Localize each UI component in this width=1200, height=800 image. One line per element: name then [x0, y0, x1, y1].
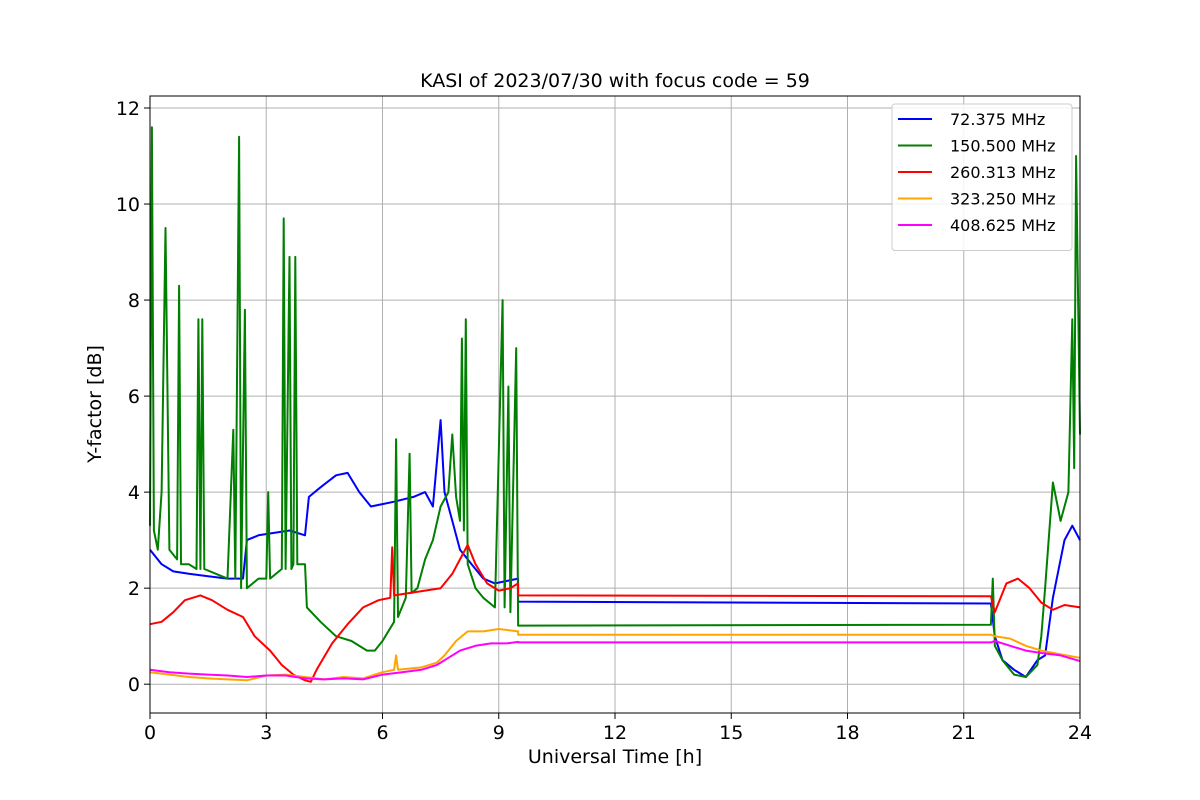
x-tick-label: 15	[719, 722, 743, 744]
x-tick-label: 6	[376, 722, 388, 744]
y-tick-label: 2	[128, 578, 140, 600]
y-tick-label: 8	[128, 290, 140, 312]
y-tick-label: 0	[128, 674, 140, 696]
x-tick-label: 3	[260, 722, 272, 744]
x-tick-label: 18	[835, 722, 859, 744]
x-tick-label: 12	[603, 722, 627, 744]
legend-entry: 408.625 MHz	[950, 216, 1055, 235]
chart-title: KASI of 2023/07/30 with focus code = 59	[420, 70, 810, 92]
y-axis-label: Y-factor [dB]	[84, 345, 106, 464]
x-tick-label: 9	[493, 722, 505, 744]
y-tick-label: 6	[128, 386, 140, 408]
legend: 72.375 MHz 150.500 MHz 260.313 MHz 323.250 …	[891, 103, 1073, 251]
legend-entry: 323.250 MHz	[950, 190, 1055, 209]
y-tick-label: 12	[116, 98, 140, 120]
y-tick-label: 10	[116, 194, 140, 216]
legend-entry: 150.500 MHz	[950, 137, 1055, 156]
legend-entry: 260.313 MHz	[950, 163, 1055, 182]
legend-box	[891, 103, 1073, 251]
series-line-3	[149, 628, 1081, 682]
series-line-4	[149, 640, 1081, 681]
series-line-2	[149, 543, 1081, 683]
series-line-0	[149, 419, 1081, 678]
x-tick-label: 0	[144, 722, 156, 744]
series-group	[149, 126, 1081, 683]
x-axis-label: Universal Time [h]	[528, 746, 702, 768]
legend-entry: 72.375 MHz	[950, 110, 1045, 129]
x-tick-label: 21	[952, 722, 976, 744]
y-tick-label: 4	[128, 482, 140, 504]
x-tick-label: 24	[1068, 722, 1092, 744]
